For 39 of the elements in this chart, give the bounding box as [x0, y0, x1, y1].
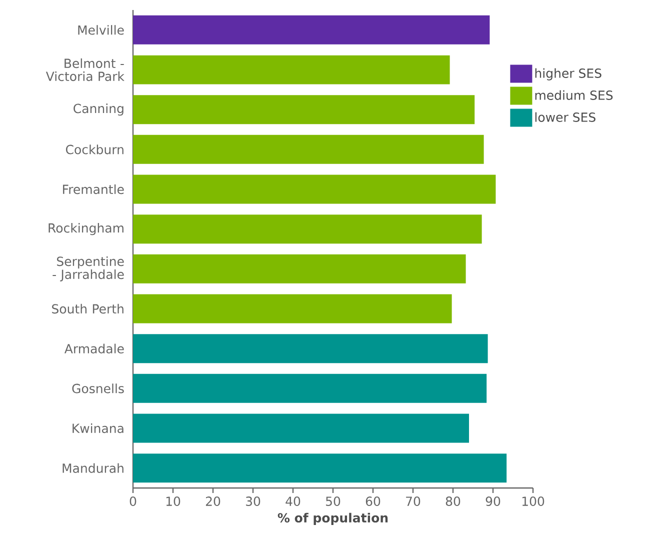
y-tick-label: Kwinana [72, 423, 124, 434]
bar [133, 334, 488, 364]
x-tick-label: 70 [406, 496, 420, 506]
legend-label: medium SES [535, 90, 613, 100]
x-axis-title: % of population [278, 512, 388, 525]
y-tick-label: Belmont - Victoria Park [46, 58, 124, 82]
x-tick-label: 90 [486, 496, 500, 506]
bar [133, 95, 475, 124]
y-tick-label: Rockingham [48, 223, 124, 236]
y-tick-label: Serpentine - Jarrahdale [52, 256, 124, 282]
y-tick-label: Fremantle [63, 184, 124, 194]
bar [133, 374, 487, 403]
y-tick-label: Armadale [64, 344, 124, 354]
bar [133, 55, 450, 84]
legend-label: lower SES [535, 112, 596, 122]
bar [133, 174, 496, 204]
y-tick-label: Gosnells [72, 384, 124, 394]
bar [133, 294, 452, 324]
x-tick-label: 80 [446, 496, 460, 506]
x-tick-label: 0 [130, 496, 136, 506]
y-tick-label: Melville [78, 25, 124, 35]
bar [133, 254, 466, 284]
x-tick-label: 20 [206, 496, 220, 506]
x-tick-label: 100 [522, 496, 544, 506]
x-tick-label: 10 [166, 496, 180, 506]
y-tick-label: Canning [74, 104, 124, 116]
x-tick-label: 40 [286, 496, 300, 506]
y-tick-label: South Perth [52, 304, 124, 314]
y-tick-label: Mandurah [62, 463, 124, 473]
x-tick-label: 50 [326, 496, 340, 506]
y-tick-label: Cockburn [66, 144, 124, 154]
bar [133, 454, 507, 483]
legend-label: higher SES [535, 68, 602, 80]
x-tick-label: 60 [366, 496, 380, 506]
bar [133, 15, 490, 44]
bar [133, 214, 482, 244]
x-tick-label: 30 [246, 496, 260, 506]
bar [133, 414, 470, 443]
bar [133, 134, 484, 164]
